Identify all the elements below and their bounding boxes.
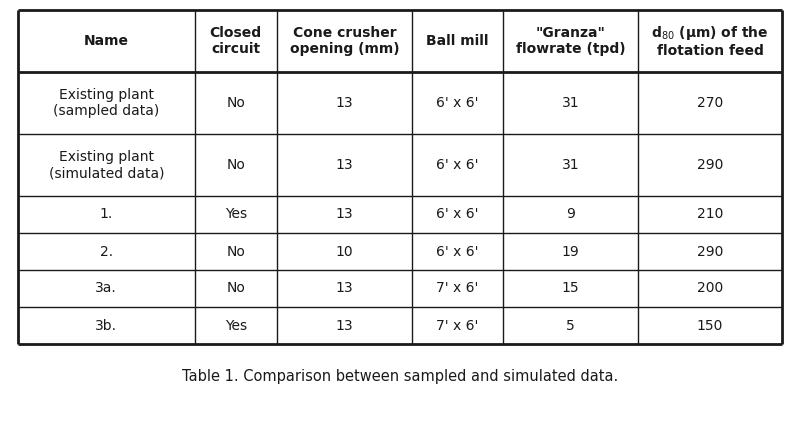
Text: 3b.: 3b.	[95, 319, 118, 332]
Text: 200: 200	[697, 282, 723, 296]
Text: Table 1. Comparison between sampled and simulated data.: Table 1. Comparison between sampled and …	[182, 368, 618, 384]
Text: 3a.: 3a.	[95, 282, 117, 296]
Text: 290: 290	[697, 158, 723, 172]
Text: 13: 13	[336, 158, 354, 172]
Text: No: No	[226, 244, 245, 259]
Text: No: No	[226, 96, 245, 110]
Text: d$_{80}$ (μm) of the
flotation feed: d$_{80}$ (μm) of the flotation feed	[651, 24, 769, 58]
Text: 9: 9	[566, 207, 575, 221]
Text: 290: 290	[697, 244, 723, 259]
Text: 19: 19	[562, 244, 579, 259]
Text: 1.: 1.	[100, 207, 113, 221]
Text: Existing plant
(simulated data): Existing plant (simulated data)	[49, 150, 164, 180]
Text: 15: 15	[562, 282, 579, 296]
Text: Yes: Yes	[225, 207, 246, 221]
Text: 31: 31	[562, 96, 579, 110]
Text: 5: 5	[566, 319, 575, 332]
Text: 7' x 6': 7' x 6'	[436, 319, 478, 332]
Text: Existing plant
(sampled data): Existing plant (sampled data)	[53, 88, 159, 118]
Text: No: No	[226, 282, 245, 296]
Text: Name: Name	[84, 34, 129, 48]
Text: 150: 150	[697, 319, 723, 332]
Text: Cone crusher
opening (mm): Cone crusher opening (mm)	[290, 26, 399, 56]
Text: 6' x 6': 6' x 6'	[436, 96, 478, 110]
Text: Yes: Yes	[225, 319, 246, 332]
Text: 6' x 6': 6' x 6'	[436, 244, 478, 259]
Text: 13: 13	[336, 207, 354, 221]
Text: 13: 13	[336, 282, 354, 296]
Text: 31: 31	[562, 158, 579, 172]
Text: No: No	[226, 158, 245, 172]
Text: Closed
circuit: Closed circuit	[210, 26, 262, 56]
Text: 6' x 6': 6' x 6'	[436, 207, 478, 221]
Text: 210: 210	[697, 207, 723, 221]
Text: 270: 270	[697, 96, 723, 110]
Text: 2.: 2.	[100, 244, 113, 259]
Text: "Granza"
flowrate (tpd): "Granza" flowrate (tpd)	[516, 26, 626, 56]
Text: 10: 10	[336, 244, 354, 259]
Text: 6' x 6': 6' x 6'	[436, 158, 478, 172]
Text: 7' x 6': 7' x 6'	[436, 282, 478, 296]
Text: 13: 13	[336, 319, 354, 332]
Text: Ball mill: Ball mill	[426, 34, 489, 48]
Text: 13: 13	[336, 96, 354, 110]
